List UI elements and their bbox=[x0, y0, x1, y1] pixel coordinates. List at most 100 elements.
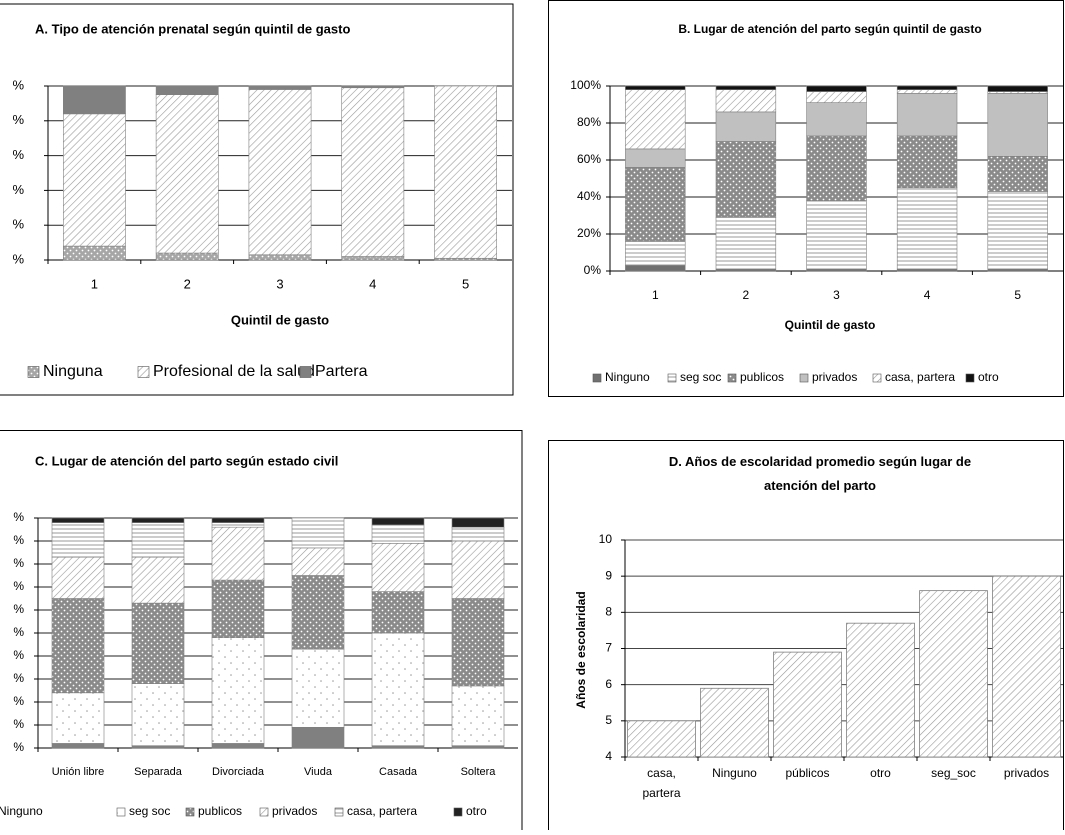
x-tick-label: casa, partera bbox=[642, 766, 681, 800]
x-tick-label: privados bbox=[1003, 766, 1050, 780]
bar-segment bbox=[51, 522, 105, 558]
bar-segment bbox=[63, 245, 126, 261]
chart-title: D. Años de escolaridad promedio según lu… bbox=[668, 454, 972, 493]
bar-segment bbox=[451, 517, 505, 528]
bar-segment bbox=[371, 632, 425, 746]
bar bbox=[700, 687, 769, 758]
bar-segment bbox=[211, 526, 265, 581]
bar-segment bbox=[341, 85, 405, 89]
bar-segment bbox=[51, 692, 105, 744]
y-tick-label: 8 bbox=[605, 605, 612, 619]
bar-segment bbox=[806, 85, 867, 92]
bar-segment bbox=[211, 522, 265, 528]
panel-frame bbox=[548, 440, 1064, 835]
y-tick-label: % bbox=[12, 77, 24, 92]
bar-segment bbox=[248, 89, 312, 256]
bar-segment bbox=[896, 93, 958, 137]
bar-segment bbox=[211, 637, 265, 744]
y-tick-label: % bbox=[13, 602, 24, 616]
y-tick-label: 4 bbox=[605, 749, 612, 763]
bar-segment bbox=[715, 85, 777, 91]
bar-segment bbox=[51, 743, 105, 749]
legend-swatch bbox=[259, 807, 269, 817]
legend-swatch bbox=[137, 366, 150, 378]
x-tick-label: Unión libre bbox=[52, 766, 105, 778]
chart-title: A. Tipo de atención prenatal según quint… bbox=[35, 21, 350, 36]
bar bbox=[627, 720, 696, 758]
x-tick-label: 1 bbox=[652, 288, 659, 302]
bar-segment bbox=[211, 517, 265, 523]
legend-label: Partera bbox=[315, 363, 368, 380]
bar-segment bbox=[806, 91, 867, 103]
y-tick-label: % bbox=[13, 671, 24, 685]
bar-segment bbox=[131, 745, 185, 749]
bar-segment bbox=[371, 542, 425, 592]
x-tick-label: 5 bbox=[462, 276, 469, 291]
legend-label: Ninguna bbox=[43, 363, 103, 380]
y-tick-label: 5 bbox=[605, 713, 612, 727]
bar-segment bbox=[211, 579, 265, 638]
y-tick-label: % bbox=[13, 648, 24, 662]
bar-segment bbox=[248, 254, 312, 261]
bar-segment bbox=[451, 526, 505, 542]
y-tick-label: 9 bbox=[605, 568, 612, 582]
bar-segment bbox=[51, 556, 105, 599]
bar-segment bbox=[371, 524, 425, 544]
bar-segment bbox=[131, 602, 185, 684]
y-tick-label: % bbox=[12, 147, 24, 162]
x-tick-label: 4 bbox=[924, 288, 931, 302]
legend-label: otro bbox=[466, 804, 487, 818]
bar-segment bbox=[211, 743, 265, 749]
y-tick-label: % bbox=[13, 694, 24, 708]
x-tick-label: 3 bbox=[276, 276, 283, 291]
bar-segment bbox=[806, 200, 867, 270]
legend-swatch bbox=[334, 807, 344, 817]
bar-segment bbox=[131, 556, 185, 604]
y-tick-label: % bbox=[13, 740, 24, 754]
bar-segment bbox=[896, 135, 958, 189]
bar-segment bbox=[291, 648, 345, 728]
bar-segment bbox=[63, 85, 126, 115]
bar-segment bbox=[987, 191, 1048, 270]
bar-segment bbox=[625, 167, 686, 242]
legend-label: privados bbox=[812, 370, 857, 384]
legend-swatch bbox=[592, 373, 602, 383]
legend-label: publicos bbox=[740, 370, 784, 384]
legend-swatch bbox=[185, 807, 195, 817]
y-tick-label: 80% bbox=[577, 115, 601, 129]
legend-label: publicos bbox=[198, 804, 242, 818]
legend-label: Ninguno bbox=[0, 804, 43, 818]
bar-segment bbox=[806, 102, 867, 137]
bar-segment bbox=[451, 540, 505, 599]
bar-segment bbox=[371, 745, 425, 749]
y-tick-label: % bbox=[13, 717, 24, 731]
legend-label: casa, partera bbox=[347, 804, 417, 818]
bar-segment bbox=[248, 85, 312, 90]
y-tick-label: % bbox=[12, 112, 24, 127]
bar bbox=[992, 575, 1061, 758]
y-tick-label: 0% bbox=[584, 263, 602, 277]
bar bbox=[846, 622, 915, 758]
y-tick-label: 100% bbox=[570, 78, 601, 92]
x-tick-label: Soltera bbox=[461, 766, 497, 778]
legend-label: Ninguno bbox=[605, 370, 650, 384]
x-tick-label: Divorciada bbox=[212, 766, 265, 778]
bar-segment bbox=[625, 265, 686, 272]
bar-segment bbox=[341, 87, 405, 257]
legend-swatch bbox=[965, 373, 975, 383]
y-tick-label: 20% bbox=[577, 226, 601, 240]
x-tick-label: seg_soc bbox=[931, 766, 976, 780]
bar-segment bbox=[131, 517, 185, 523]
bar bbox=[773, 651, 842, 758]
bar-segment bbox=[155, 252, 219, 261]
y-tick-label: 6 bbox=[605, 677, 612, 691]
legend-swatch bbox=[727, 373, 737, 383]
x-tick-label-box: privados bbox=[1003, 766, 1050, 780]
y-tick-label: 10 bbox=[599, 532, 613, 546]
bar-segment bbox=[625, 89, 686, 150]
bar-segment bbox=[806, 135, 867, 201]
legend-swatch bbox=[116, 807, 126, 817]
bar-segment bbox=[625, 241, 686, 266]
x-tick-label: 2 bbox=[184, 276, 191, 291]
bar-segment bbox=[131, 522, 185, 558]
